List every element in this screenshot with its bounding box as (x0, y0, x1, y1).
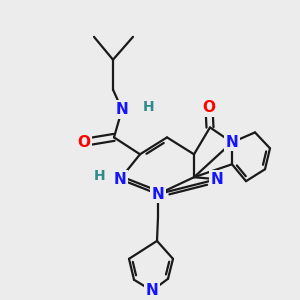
Text: N: N (211, 172, 224, 187)
Text: H: H (94, 169, 106, 183)
Text: N: N (146, 283, 158, 298)
Text: N: N (116, 102, 128, 117)
Text: O: O (202, 100, 215, 115)
Text: N: N (226, 135, 238, 150)
Text: H: H (143, 100, 155, 113)
Text: N: N (114, 172, 126, 187)
Text: N: N (152, 187, 164, 202)
Text: O: O (77, 135, 91, 150)
